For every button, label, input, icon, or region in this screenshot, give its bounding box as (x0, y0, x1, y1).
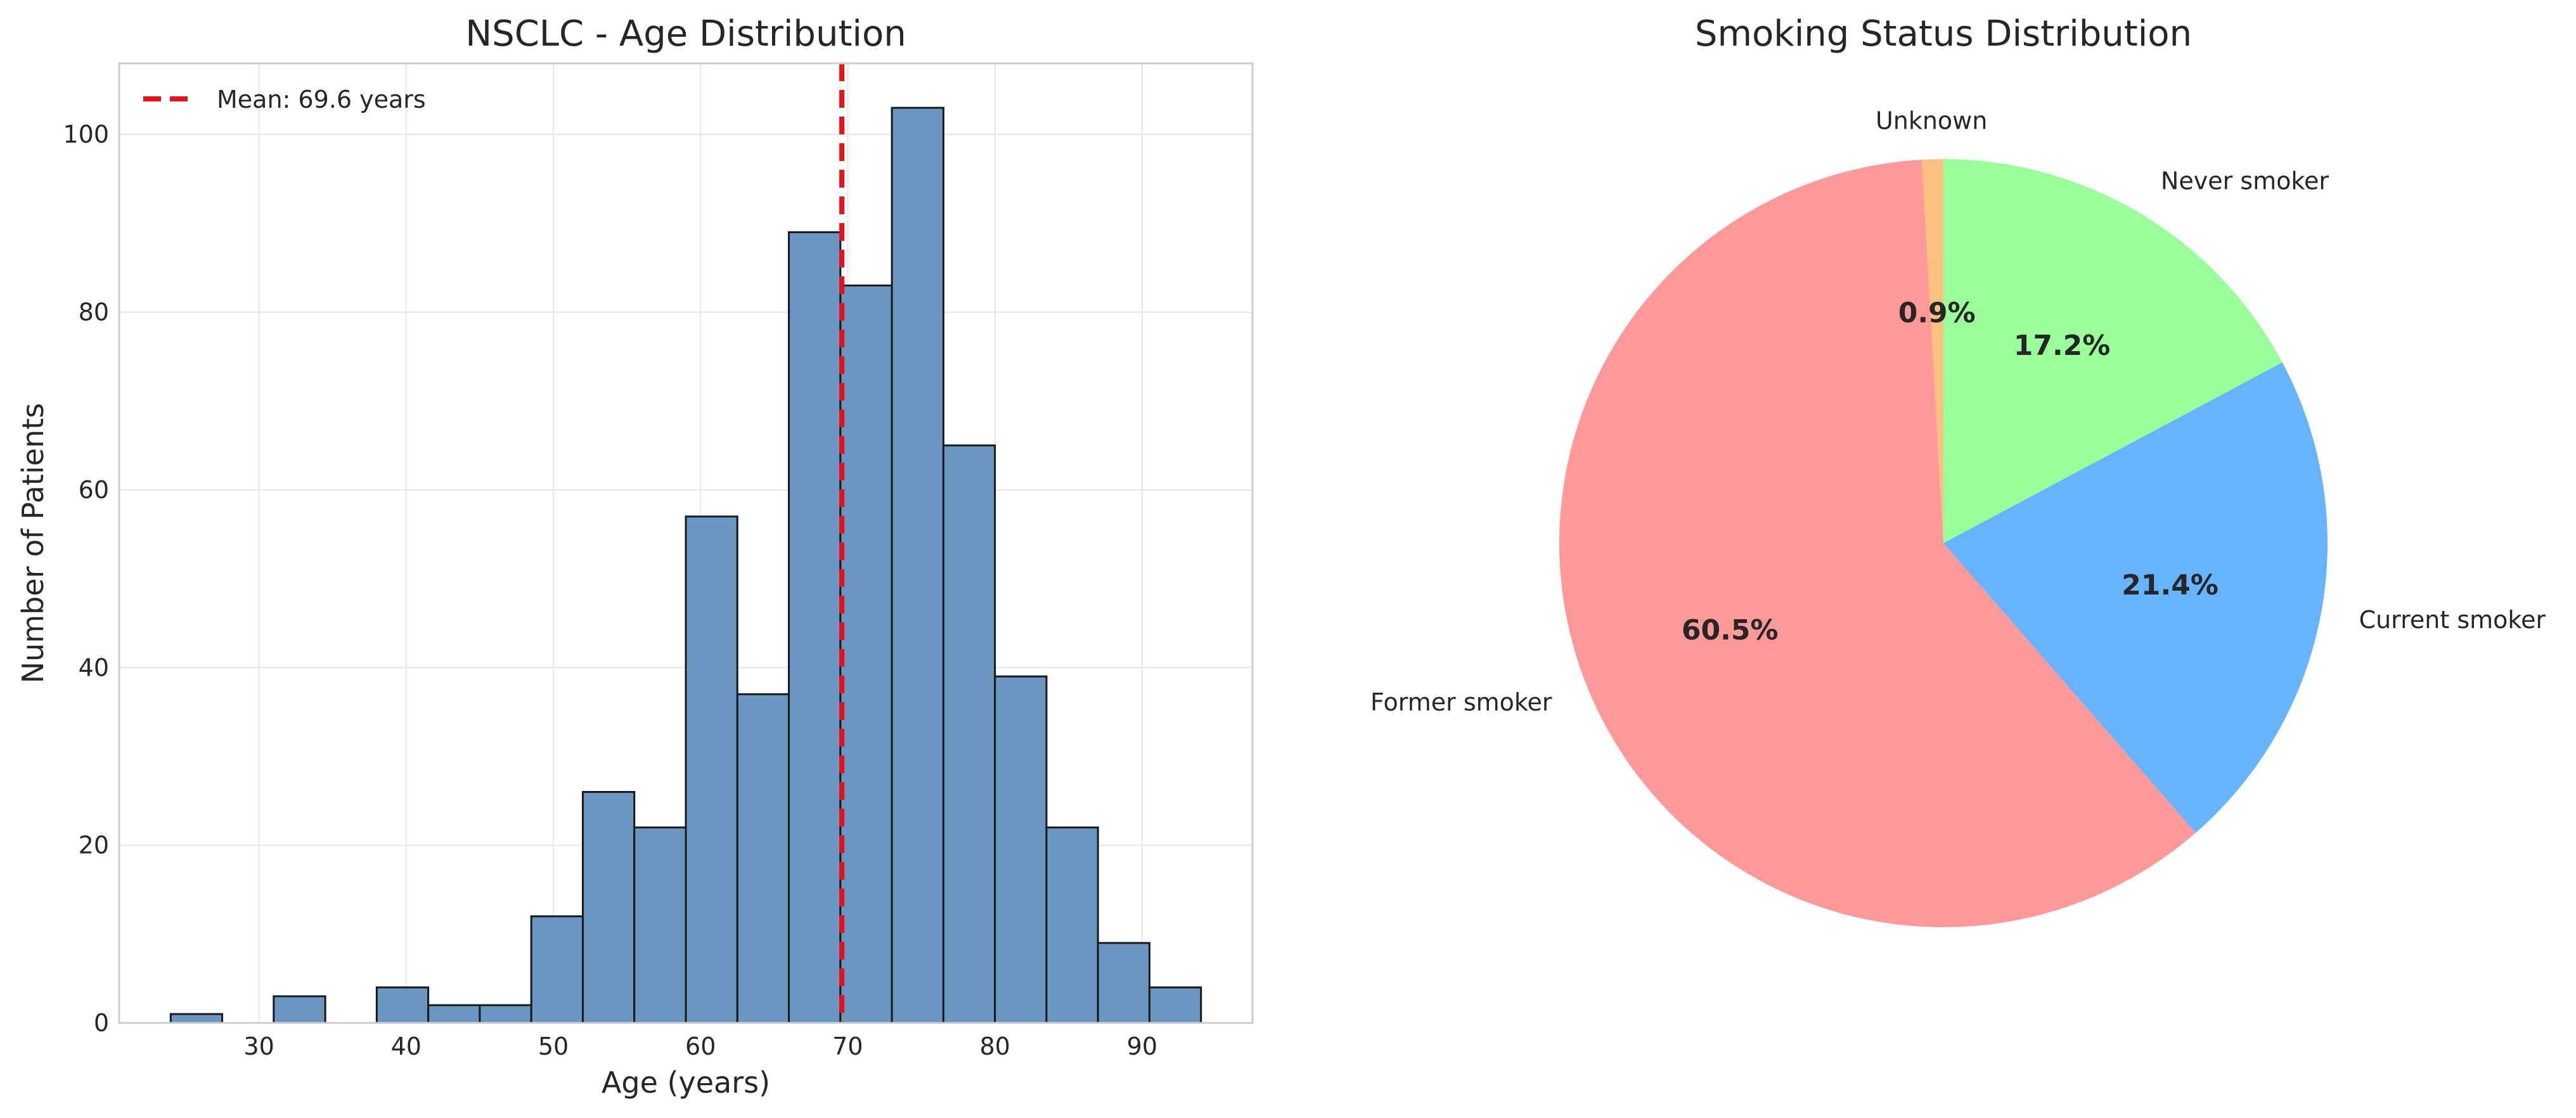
histogram-bar (479, 1004, 532, 1024)
histogram-bar (530, 915, 584, 1024)
histogram-bar (375, 986, 430, 1024)
y-tick-label: 40 (79, 653, 109, 681)
pie-percent-label: 17.2% (2014, 330, 2111, 362)
x-tick-label: 60 (685, 1032, 716, 1060)
histogram-bar (994, 675, 1048, 1024)
histogram-panel: NSCLC - Age Distribution 30 40 50 60 70 80 90 … (16, 13, 1254, 1100)
pie-title: Smoking Status Distribution (1695, 13, 2192, 55)
x-tick-label: 30 (243, 1032, 274, 1060)
histogram-frame (118, 62, 1254, 1024)
pie-slice (1943, 159, 2283, 543)
histogram-bar (273, 995, 326, 1024)
x-tick-label: 90 (1127, 1032, 1157, 1060)
histogram-bar (1045, 826, 1099, 1024)
y-tick-label: 20 (79, 832, 109, 859)
legend-mean-label: Mean: 69.6 years (217, 86, 426, 113)
histogram-bar (1097, 942, 1150, 1024)
y-axis-label: Number of Patients (16, 403, 50, 684)
histogram-bar (633, 826, 687, 1024)
x-axis-label: Age (years) (602, 1065, 770, 1100)
histogram-bar (736, 693, 790, 1024)
pie-slices (1559, 159, 2328, 928)
y-tick-label: 0 (94, 1009, 109, 1037)
histogram-bar (581, 791, 636, 1024)
pie-percent-label: 60.5% (1682, 614, 1779, 646)
y-tick-label: 100 (63, 120, 109, 148)
pie-slice-label: Current smoker (2359, 606, 2546, 634)
histogram-bar (839, 284, 893, 1024)
histogram-bars (169, 106, 1202, 1024)
pie-slice-label: Never smoker (2161, 167, 2329, 195)
histogram-bar (427, 1004, 481, 1024)
x-tick-label: 70 (832, 1032, 863, 1060)
histogram-bar (788, 231, 842, 1024)
x-tick-label: 40 (391, 1032, 422, 1060)
y-tick-label: 60 (79, 476, 109, 504)
pie-slice (1559, 159, 2196, 928)
histogram-title: NSCLC - Age Distribution (465, 13, 906, 55)
histogram-legend: Mean: 69.6 years (143, 86, 426, 113)
pie-slice (1921, 159, 1943, 543)
histogram-bar (942, 444, 996, 1024)
pie-slice-label: Former smoker (1370, 688, 1552, 716)
x-tick-label: 80 (979, 1032, 1010, 1060)
pie-percent-label: 21.4% (2122, 569, 2219, 601)
pie-slice (1943, 362, 2328, 833)
x-tick-labels: 30 40 50 60 70 80 90 (243, 1032, 1157, 1060)
pie-panel: Smoking Status Distribution Unknown 0.9% F… (1370, 13, 2546, 928)
pie-slice-label: Unknown (1876, 107, 1987, 135)
pie-labels: Unknown 0.9% Former smoker 60.5% Current smo… (1370, 107, 2546, 717)
y-tick-label: 80 (79, 299, 109, 326)
histogram-bar (169, 1013, 224, 1024)
histogram-bar (1148, 986, 1202, 1024)
histogram-bar (685, 515, 738, 1024)
x-tick-label: 50 (538, 1032, 569, 1060)
y-tick-labels: 0 20 40 60 80 100 (63, 120, 109, 1037)
histogram-bar (891, 106, 944, 1024)
pie-percent-label: 0.9% (1898, 297, 1976, 330)
